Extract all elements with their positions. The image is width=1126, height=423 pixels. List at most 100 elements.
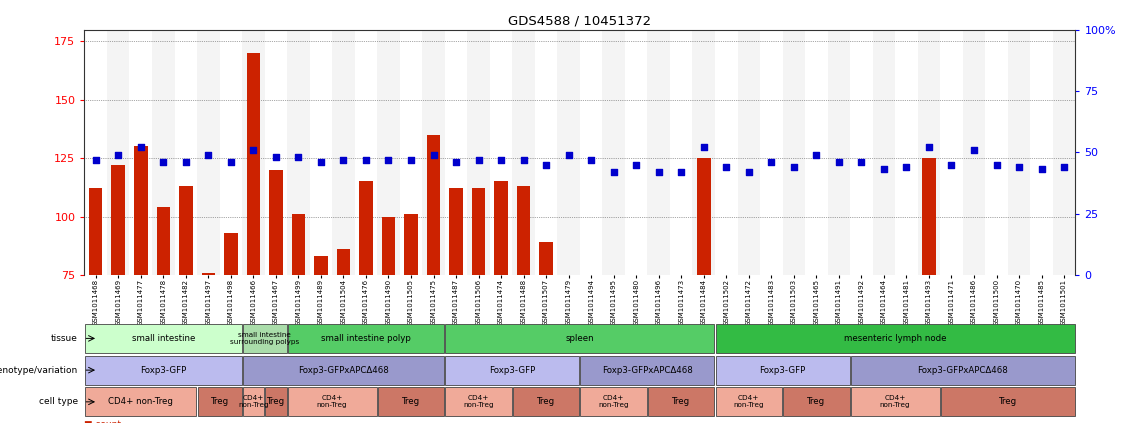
Point [897,164,915,170]
Point [785,164,803,170]
Bar [197,30,220,275]
Bar [134,146,148,275]
Point [762,159,780,165]
Point [515,156,533,163]
Point [447,159,465,165]
Bar [314,256,328,275]
Bar [512,30,535,275]
Text: Treg: Treg [672,397,690,407]
Point [425,151,443,158]
Bar [557,30,580,275]
Text: mesenteric lymph node: mesenteric lymph node [843,334,947,343]
Text: CD4+
non-Treg: CD4+ non-Treg [733,396,765,408]
Bar [247,53,260,275]
Point [492,156,510,163]
Bar [427,135,440,275]
Text: small intestine polyp: small intestine polyp [321,334,411,343]
Bar [422,30,445,275]
Bar [873,30,895,275]
Bar [692,30,715,275]
Title: GDS4588 / 10451372: GDS4588 / 10451372 [508,14,652,27]
Point [695,144,713,151]
Point [830,159,848,165]
Point [470,156,488,163]
Text: CD4+
non-Treg: CD4+ non-Treg [463,396,494,408]
Text: CD4+
non-Treg: CD4+ non-Treg [598,396,629,408]
Bar [918,30,940,275]
Bar [152,30,175,275]
Text: Treg: Treg [807,397,825,407]
Point [312,159,330,165]
Point [740,168,758,175]
Bar [783,30,805,275]
Text: CD4+
non-Treg: CD4+ non-Treg [879,396,911,408]
Bar [828,30,850,275]
Bar [1008,30,1030,275]
Bar [697,158,711,275]
Bar [89,189,102,275]
Bar [472,189,485,275]
Text: ■ count: ■ count [84,420,122,423]
Text: Treg: Treg [402,397,420,407]
Bar [157,207,170,275]
Bar [404,214,418,275]
Point [132,144,150,151]
Bar [377,30,400,275]
Text: Foxp3-GFPxAPCΔ468: Foxp3-GFPxAPCΔ468 [298,365,388,375]
Bar [922,158,936,275]
Bar [269,170,283,275]
Point [965,146,983,153]
Text: small intestine: small intestine [132,334,195,343]
Point [560,151,578,158]
Bar [449,189,463,275]
Bar [202,272,215,275]
Text: Treg: Treg [267,397,285,407]
Text: Foxp3-GFPxAPCΔ468: Foxp3-GFPxAPCΔ468 [602,365,692,375]
Point [109,151,127,158]
Point [289,154,307,161]
Point [627,161,645,168]
Text: Foxp3-GFP: Foxp3-GFP [140,365,187,375]
Point [244,146,262,153]
Bar [539,242,553,275]
Text: tissue: tissue [51,334,78,343]
Bar [647,30,670,275]
Text: Treg: Treg [211,397,229,407]
Text: Foxp3-GFPxAPCΔ468: Foxp3-GFPxAPCΔ468 [918,365,1008,375]
Point [807,151,825,158]
Bar [179,186,193,275]
Text: small intestine
surrounding polyps: small intestine surrounding polyps [230,332,300,345]
Point [852,159,870,165]
Bar [111,165,125,275]
Point [942,161,960,168]
Point [334,156,352,163]
Bar [382,217,395,275]
Bar [224,233,238,275]
Point [222,159,240,165]
Point [402,156,420,163]
Bar [1053,30,1075,275]
Bar [332,30,355,275]
Text: CD4+ non-Treg: CD4+ non-Treg [108,397,173,407]
Text: CD4+
non-Treg: CD4+ non-Treg [238,396,269,408]
Bar [242,30,265,275]
Point [357,156,375,163]
Point [537,161,555,168]
Point [379,156,397,163]
Bar [287,30,310,275]
Bar [107,30,129,275]
Point [920,144,938,151]
Text: Foxp3-GFP: Foxp3-GFP [759,365,806,375]
Point [650,168,668,175]
Point [605,168,623,175]
Point [988,161,1006,168]
Bar [359,181,373,275]
Bar [337,249,350,275]
Text: genotype/variation: genotype/variation [0,365,78,375]
Point [1033,166,1051,173]
Bar [494,181,508,275]
Point [87,156,105,163]
Point [582,156,600,163]
Point [1055,164,1073,170]
Point [672,168,690,175]
